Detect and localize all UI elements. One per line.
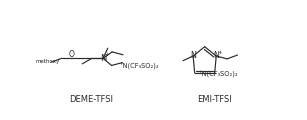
Text: ⁺N(CF₃SO₂)₂: ⁺N(CF₃SO₂)₂ xyxy=(199,71,238,78)
Text: +: + xyxy=(104,52,109,57)
Text: +: + xyxy=(217,50,222,55)
Text: EMI-TFSI: EMI-TFSI xyxy=(197,95,232,104)
Text: methoxy: methoxy xyxy=(35,59,60,64)
Text: N: N xyxy=(100,54,106,63)
Text: ⁺N(CF₃SO₂)₂: ⁺N(CF₃SO₂)₂ xyxy=(120,63,160,70)
Text: DEME-TFSI: DEME-TFSI xyxy=(69,95,113,104)
Text: N: N xyxy=(190,51,196,60)
Text: O: O xyxy=(68,50,74,59)
Text: N: N xyxy=(213,51,219,60)
